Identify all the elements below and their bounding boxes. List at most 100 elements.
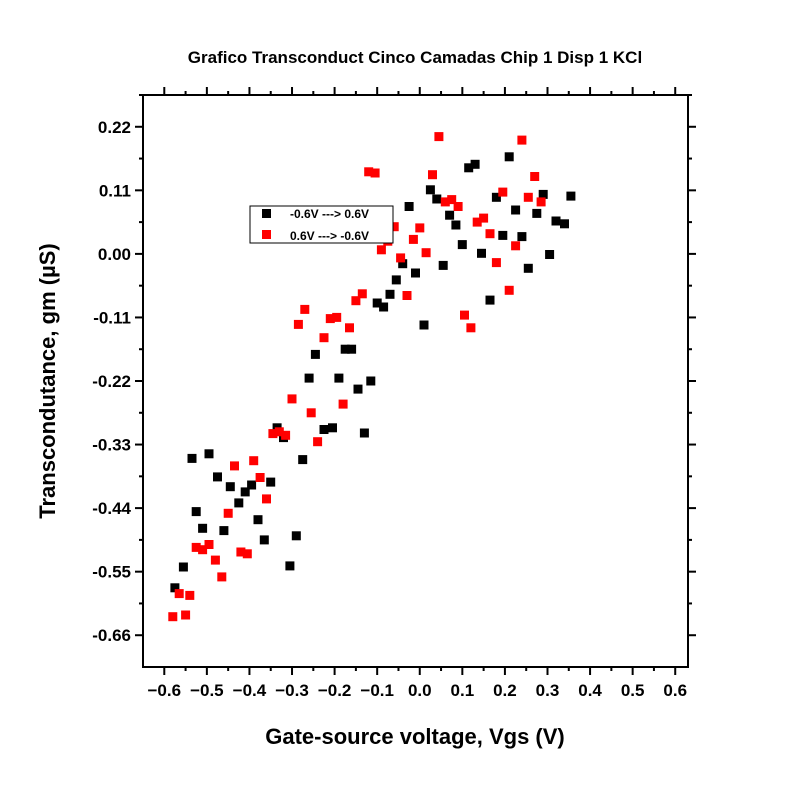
y-tick-label: -0.55 [92, 563, 131, 582]
data-point [477, 248, 486, 258]
data-point [451, 220, 461, 230]
data-point [440, 197, 450, 207]
data-point [432, 194, 442, 204]
legend-label-forward: -0.6V ---> 0.6V [290, 207, 369, 221]
data-point [219, 526, 229, 536]
data-point [300, 304, 310, 314]
data-point [566, 191, 576, 201]
data-point [230, 461, 239, 471]
data-point [498, 187, 508, 197]
data-point [204, 449, 214, 459]
data-point [293, 319, 303, 329]
data-point [285, 561, 295, 571]
y-tick-label: -0.66 [92, 626, 131, 645]
data-point [411, 268, 420, 278]
data-point [391, 275, 401, 285]
data-point [298, 455, 308, 465]
data-point [523, 192, 533, 202]
data-point [434, 132, 444, 142]
data-point [372, 298, 382, 308]
data-point [357, 289, 367, 299]
data-point [304, 373, 314, 383]
data-point [178, 562, 188, 572]
data-point [523, 263, 533, 273]
data-point [204, 540, 214, 549]
data-point [259, 535, 269, 545]
data-point [249, 456, 259, 466]
data-point [268, 429, 278, 439]
data-point [234, 498, 244, 508]
data-point [334, 373, 344, 383]
data-point [198, 545, 208, 555]
x-tick-label: −0.4 [233, 681, 267, 700]
data-point [253, 515, 263, 525]
y-axis-label: Transcondutance, gm (µS) [35, 243, 60, 519]
data-point [210, 555, 220, 565]
data-point [504, 285, 514, 295]
data-point [187, 453, 197, 463]
data-point [415, 223, 425, 233]
data-point [347, 344, 357, 354]
data-point [340, 344, 350, 354]
x-tick-label: 0.0 [408, 681, 432, 700]
data-point [419, 320, 429, 330]
data-point [353, 384, 363, 394]
series-1 [168, 132, 546, 622]
data-point [504, 152, 514, 162]
data-point [359, 428, 369, 438]
chart-title: Grafico Transconduct Cinco Camadas Chip … [188, 48, 642, 67]
data-point [532, 208, 542, 218]
y-tick-label: -0.22 [92, 372, 131, 391]
x-tick-label: 0.3 [536, 681, 560, 700]
data-point [428, 170, 437, 180]
data-point [255, 473, 265, 482]
x-tick-label: −0.5 [190, 681, 224, 700]
data-point [491, 258, 501, 268]
legend-label-reverse: 0.6V ---> -0.6V [290, 229, 369, 243]
x-tick-label: 0.4 [578, 681, 602, 700]
data-point [325, 314, 335, 324]
data-point [538, 189, 548, 199]
data-point [262, 494, 271, 504]
data-point [498, 230, 508, 240]
y-tick-label: -0.11 [93, 308, 131, 327]
x-tick-label: −0.1 [360, 681, 394, 700]
data-point [266, 477, 276, 487]
data-point [517, 135, 527, 145]
data-point [319, 425, 329, 434]
x-tick-label: −0.6 [148, 681, 182, 700]
data-point [185, 590, 195, 600]
data-point [247, 480, 257, 490]
data-point [351, 296, 361, 306]
data-point [379, 302, 389, 312]
x-tick-label: 0.5 [621, 681, 645, 700]
data-point [313, 437, 323, 447]
data-point [396, 253, 406, 263]
data-point [240, 487, 250, 497]
data-point [191, 542, 201, 552]
data-point [338, 399, 348, 409]
y-tick-label: 0.00 [98, 245, 131, 264]
data-point [332, 312, 342, 322]
data-point [545, 250, 555, 259]
data-point [536, 197, 546, 207]
x-tick-label: 0.1 [451, 681, 475, 700]
data-point [479, 213, 489, 223]
data-point [404, 202, 414, 211]
data-point [472, 217, 482, 227]
x-tick-label: 0.6 [663, 681, 687, 700]
data-point [225, 482, 235, 492]
data-point [460, 310, 469, 320]
data-point [421, 248, 431, 258]
data-point [213, 472, 222, 482]
data-point [389, 222, 399, 232]
data-point [466, 323, 476, 333]
x-tick-label: −0.2 [318, 681, 352, 700]
legend: -0.6V ---> 0.6V 0.6V ---> -0.6V [249, 205, 394, 244]
data-point [485, 295, 495, 305]
legend-box [249, 205, 394, 244]
data-point [223, 508, 233, 518]
data-point [511, 205, 521, 215]
data-point [281, 430, 291, 440]
data-point [306, 408, 316, 418]
